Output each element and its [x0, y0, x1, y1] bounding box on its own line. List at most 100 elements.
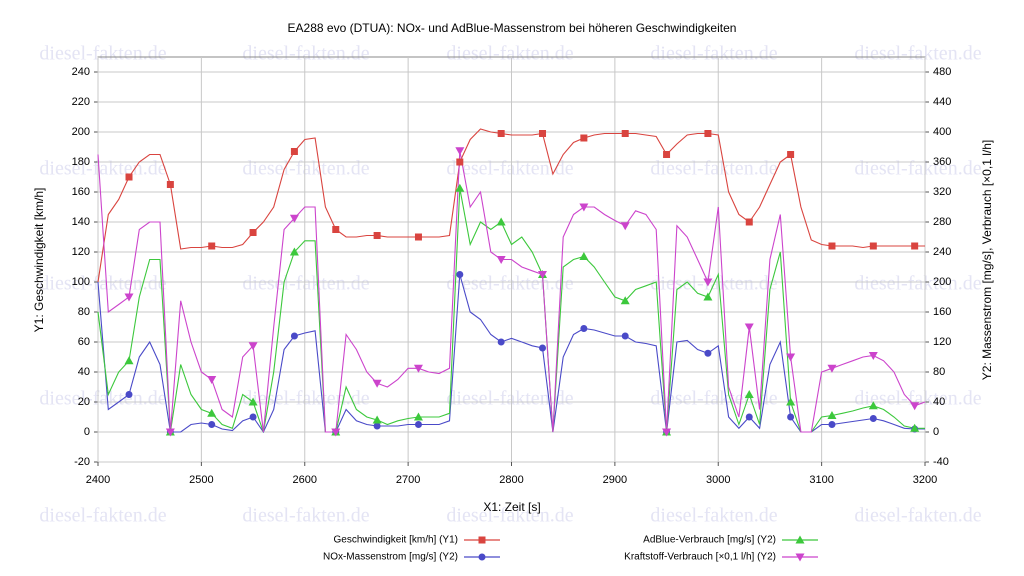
marker	[827, 364, 837, 373]
marker	[868, 352, 878, 360]
y-tick-label: 60	[78, 336, 90, 348]
marker	[704, 349, 712, 357]
y2-tick-label: 240	[933, 246, 951, 258]
marker	[703, 292, 713, 301]
y2-tick-label: 120	[933, 336, 951, 348]
marker	[787, 413, 795, 421]
watermark: diesel-fakten.de	[242, 158, 369, 180]
x-tick-label: 2700	[396, 474, 420, 486]
y2-tick-label: 160	[933, 306, 951, 318]
marker	[497, 338, 505, 346]
watermark: diesel-fakten.de	[650, 43, 777, 65]
marker	[208, 421, 216, 428]
marker	[478, 536, 486, 544]
y-tick-label: -20	[74, 456, 90, 468]
x-tick-label: 2600	[293, 474, 317, 486]
marker	[828, 421, 836, 428]
marker	[744, 323, 754, 332]
x-tick-label: 2800	[499, 474, 523, 486]
watermark: diesel-fakten.de	[854, 273, 981, 295]
marker	[579, 203, 589, 212]
y-tick-label: 120	[72, 246, 90, 258]
legend-label: NOx-Massenstrom [mg/s] (Y2)	[323, 552, 458, 563]
watermark: diesel-fakten.de	[446, 505, 573, 527]
watermark: diesel-fakten.de	[39, 43, 166, 65]
watermark: diesel-fakten.de	[446, 388, 573, 410]
marker	[290, 148, 298, 155]
legend-label: AdBlue-Verbrauch [mg/s] (Y2)	[643, 535, 776, 546]
marker	[744, 390, 754, 398]
legend-label: Geschwindigkeit [km/h] (Y1)	[334, 535, 459, 546]
y2-tick-label: 440	[933, 96, 951, 108]
watermark: diesel-fakten.de	[39, 505, 166, 527]
y2-tick-label: 400	[933, 126, 951, 138]
watermark: diesel-fakten.de	[854, 505, 981, 527]
y-tick-label: 140	[72, 216, 90, 228]
y-tick-label: 200	[72, 126, 90, 138]
marker	[249, 413, 257, 421]
y-tick-label: 100	[72, 276, 90, 288]
watermark: diesel-fakten.de	[854, 158, 981, 180]
marker	[868, 401, 878, 410]
x-tick-label: 2900	[603, 474, 627, 486]
y2-tick-label: -40	[933, 456, 949, 468]
marker	[456, 158, 464, 166]
marker	[124, 293, 134, 302]
marker	[910, 423, 920, 432]
marker	[124, 356, 134, 365]
x-tick-label: 2400	[86, 474, 110, 486]
marker	[910, 402, 920, 411]
y2-tick-label: 40	[933, 396, 945, 408]
y-tick-label: 20	[78, 396, 90, 408]
watermark: diesel-fakten.de	[446, 43, 573, 65]
marker	[208, 242, 216, 250]
x-tick-label: 3200	[913, 474, 937, 486]
marker	[331, 428, 341, 437]
legend-label: Kraftstoff-Verbrauch [×0,1 l/h] (Y2)	[624, 552, 776, 563]
marker	[827, 411, 837, 419]
marker	[125, 391, 133, 398]
watermark: diesel-fakten.de	[650, 158, 777, 180]
x-tick-label: 3100	[809, 474, 833, 486]
marker	[413, 412, 423, 421]
marker	[539, 130, 547, 137]
marker	[372, 415, 382, 424]
watermark: diesel-fakten.de	[446, 158, 573, 180]
marker	[289, 214, 299, 223]
marker	[332, 226, 340, 233]
marker	[662, 428, 672, 437]
y2-tick-label: 360	[933, 156, 951, 168]
watermark: diesel-fakten.de	[854, 388, 981, 410]
y2-tick-label: 320	[933, 186, 951, 198]
marker	[795, 553, 805, 562]
y-tick-label: 220	[72, 96, 90, 108]
marker	[414, 421, 422, 428]
marker	[496, 256, 506, 264]
marker	[413, 364, 423, 373]
marker	[372, 379, 382, 388]
watermark: diesel-fakten.de	[242, 43, 369, 65]
marker	[414, 233, 422, 241]
marker	[579, 252, 589, 260]
watermark: diesel-fakten.de	[650, 505, 777, 527]
y-axis-label: Y1: Geschwindigkeit [km/h]	[32, 188, 46, 333]
marker	[290, 332, 298, 340]
marker	[795, 535, 805, 544]
watermark: diesel-fakten.de	[39, 273, 166, 295]
chart-title: EA288 evo (DTUA): NOx- und AdBlue-Massen…	[288, 21, 737, 35]
y2-tick-label: 0	[933, 426, 939, 438]
marker	[538, 271, 548, 279]
y-tick-label: 80	[78, 306, 90, 318]
marker	[456, 271, 464, 278]
series-line	[97, 150, 926, 433]
marker	[455, 183, 465, 192]
series-line	[97, 274, 925, 434]
marker	[165, 428, 175, 437]
marker	[539, 344, 547, 352]
y2-axis-label: Y2: Massenstrom [mg/s], Verbrauch [×0,1 …	[980, 140, 994, 380]
marker	[869, 415, 877, 422]
watermark: diesel-fakten.de	[854, 43, 981, 65]
marker	[580, 134, 588, 142]
y-tick-label: 40	[78, 366, 90, 378]
